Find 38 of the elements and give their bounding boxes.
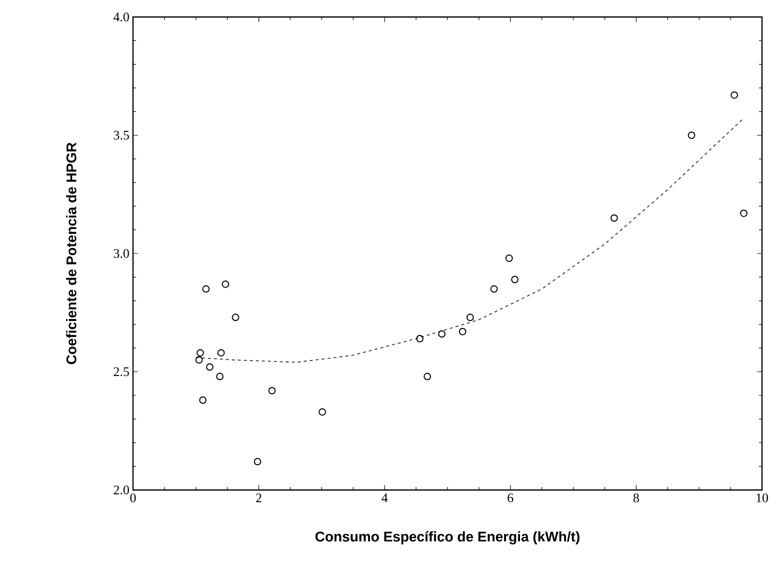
x-axis-title: Consumo Específico de Energia (kWh/t)	[315, 531, 580, 544]
point	[222, 280, 230, 288]
point	[610, 214, 618, 222]
point	[195, 356, 203, 364]
y-tick-label: 3.5	[114, 130, 129, 140]
point	[268, 386, 276, 394]
point	[199, 396, 207, 404]
x-tick-label: 0	[130, 494, 136, 502]
x-tick-label: 2	[256, 494, 262, 502]
x-tick-label: 4	[382, 494, 388, 502]
point	[730, 91, 738, 99]
point	[216, 372, 224, 380]
point	[416, 334, 424, 342]
point	[202, 285, 210, 293]
point	[466, 314, 474, 322]
y-axis-title: Coeficiente de Potencia de HPGR	[66, 142, 76, 364]
y-tick-label: 2.0	[114, 486, 129, 494]
point	[217, 349, 225, 357]
y-tick-label: 2.5	[114, 367, 129, 376]
point	[511, 276, 519, 284]
y-tick-label: 3.0	[114, 249, 129, 258]
line-series	[195, 118, 744, 363]
point	[490, 285, 498, 293]
point	[196, 349, 204, 357]
x-tick-label: 8	[633, 494, 639, 502]
y-tick-label: 4.0	[113, 12, 129, 22]
point	[438, 330, 446, 338]
point	[254, 458, 262, 466]
point	[688, 132, 696, 139]
point	[458, 328, 466, 336]
point	[318, 408, 326, 416]
point	[505, 254, 513, 262]
point	[740, 210, 748, 217]
x-tick-label: 6	[508, 494, 514, 502]
x-tick-label: 10	[756, 494, 768, 502]
point	[206, 363, 214, 371]
point	[424, 372, 432, 380]
point	[232, 314, 240, 322]
